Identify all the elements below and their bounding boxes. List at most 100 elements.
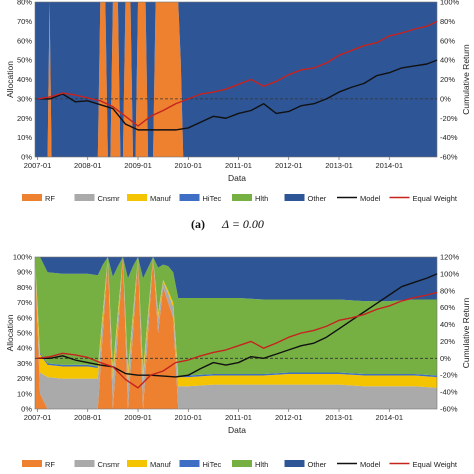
x-tick: 2011-01 [225, 413, 252, 422]
y-left-tick: 20% [17, 114, 32, 123]
legend-swatch [127, 194, 147, 201]
y-right-tick: 120% [440, 253, 460, 262]
x-tick: 2012-01 [275, 161, 303, 170]
legend-item-hlth: Hlth [232, 460, 268, 469]
legend-swatch [232, 460, 252, 467]
y-left-tick: 100% [13, 253, 33, 262]
y-right-tick: 40% [440, 56, 455, 65]
legend-swatch [22, 460, 42, 467]
legend-item-equal-weight: Equal Weight [389, 460, 458, 469]
y-right-tick: 0% [440, 94, 451, 103]
chart-panel-1: 0% 10% 20% 30% 40% 50% 60% 70% 80% -60% -40% -20% 0%… [5, 0, 471, 231]
x-tick: 2007-01 [24, 413, 52, 422]
legend-swatch [22, 194, 42, 201]
legend-label: Cnsmr [98, 194, 121, 203]
y-left-tick: 90% [17, 268, 32, 277]
legend-label: RF [45, 194, 55, 203]
y-left-tick: 0% [21, 153, 32, 162]
x-tick: 2013-01 [325, 413, 353, 422]
x-axis-label: Data [228, 425, 246, 435]
x-tick: 2012-01 [275, 413, 303, 422]
legend: RF Cnsmr Manuf HiTec Hlth Other Model Equal Wei… [22, 194, 458, 203]
y-left-tick: 0% [21, 405, 32, 414]
x-tick: 2007-01 [24, 161, 52, 170]
y-right-tick: 20% [440, 75, 455, 84]
legend-swatch [127, 460, 147, 467]
legend-label: Other [308, 460, 327, 469]
y-right-tick: -20% [440, 371, 458, 380]
legend-label: Equal Weight [413, 460, 458, 469]
legend-label: Equal Weight [413, 194, 458, 203]
y-left-tick: 80% [17, 0, 32, 7]
legend-item-hlth: Hlth [232, 194, 268, 203]
y-right-tick: -60% [440, 153, 458, 162]
y-right-label: Cumulative Return [461, 298, 471, 369]
y-right-tick: -60% [440, 405, 458, 414]
legend: RF Cnsmr Manuf HiTec Hlth Other Model Equal Wei… [22, 460, 458, 469]
legend-label: Other [308, 194, 327, 203]
y-left-tick: 60% [17, 36, 32, 45]
legend-label: Model [360, 460, 381, 469]
y-left-tick: 80% [17, 283, 32, 292]
y-right-tick: 0% [440, 354, 451, 363]
legend-label: Manuf [150, 194, 172, 203]
y-right-tick: 80% [440, 286, 455, 295]
legend-item-equal-weight: Equal Weight [389, 194, 458, 203]
legend-item-rf: RF [22, 194, 55, 203]
legend-item-hitec: HiTec [179, 460, 222, 469]
legend-swatch [179, 460, 200, 467]
area-other [35, 257, 437, 302]
area-rf [35, 2, 437, 157]
x-tick: 2008-01 [74, 413, 102, 422]
y-left-tick: 10% [17, 389, 32, 398]
y-left-label: Allocation [5, 61, 15, 98]
area-manuf [35, 257, 437, 388]
x-tick: 2010-01 [174, 413, 202, 422]
caption-math: Δ = 0.00 [221, 217, 264, 231]
y-left-tick: 10% [17, 133, 32, 142]
y-right-tick: -40% [440, 388, 458, 397]
y-right-tick: 20% [440, 337, 455, 346]
legend-label: Hlth [255, 460, 268, 469]
x-axis-label: Data [228, 173, 246, 183]
y-left-label: Allocation [5, 314, 15, 351]
x-tick: 2013-01 [325, 161, 353, 170]
legend-swatch [284, 194, 305, 201]
line-model [37, 273, 438, 378]
legend-swatch [74, 460, 95, 467]
legend-item-hitec: HiTec [179, 194, 222, 203]
legend-item-other: Other [284, 460, 327, 469]
line-model [37, 59, 438, 131]
line-equal-weight [37, 20, 438, 127]
legend-label: HiTec [203, 194, 222, 203]
y-right-tick: 60% [440, 303, 455, 312]
y-right-tick: 100% [440, 269, 460, 278]
chart-panel-2: 0% 10% 20% 30% 40% 50% 60% 70% 80% 90% 100% -60% -40… [5, 253, 471, 470]
legend-item-model: Model [337, 194, 381, 203]
y-left-tick: 70% [17, 298, 32, 307]
legend-item-model: Model [337, 460, 381, 469]
legend-item-manuf: Manuf [127, 194, 172, 203]
legend-label: Model [360, 194, 381, 203]
legend-item-cnsmr: Cnsmr [74, 460, 120, 469]
y-right-tick: 40% [440, 320, 455, 329]
legend-item-rf: RF [22, 460, 55, 469]
caption-label: (a) [191, 217, 205, 231]
y-left-tick: 40% [17, 344, 32, 353]
y-left-tick: 50% [17, 329, 32, 338]
legend-item-other: Other [284, 194, 327, 203]
x-tick: 2008-01 [74, 161, 102, 170]
y-left-tick: 30% [17, 94, 32, 103]
legend-item-manuf: Manuf [127, 460, 172, 469]
y-right-label: Cumulative Return [461, 44, 471, 115]
plot-frame [34, 1, 438, 158]
legend-swatch [74, 194, 95, 201]
x-tick: 2009-01 [124, 161, 152, 170]
legend-item-cnsmr: Cnsmr [74, 194, 121, 203]
legend-label: Manuf [150, 460, 172, 469]
legend-label: RF [45, 460, 55, 469]
legend-label: Hlth [255, 194, 268, 203]
y-right-tick: -40% [440, 133, 458, 142]
x-tick: 2009-01 [124, 413, 152, 422]
